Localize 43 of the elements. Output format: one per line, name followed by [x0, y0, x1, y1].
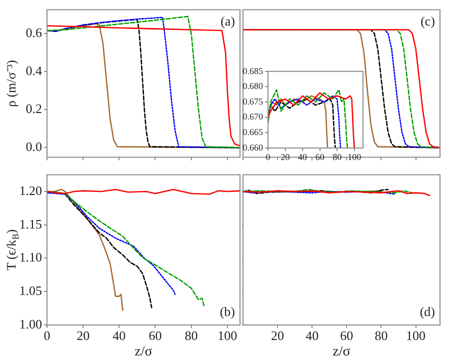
annotation: (b): [220, 304, 235, 319]
y-tick-label: 0.685: [242, 66, 264, 76]
x-tick-label: 0: [266, 152, 271, 162]
x-tick-label: 60: [148, 328, 162, 344]
x-tick-label: 80: [374, 328, 388, 344]
y-tick-label: 0.680: [242, 81, 264, 92]
line-series: [47, 192, 176, 295]
y-tick-label: 0.660: [242, 142, 264, 152]
x-tick-label: 80: [184, 328, 198, 344]
x-tick-label: 100: [218, 328, 238, 344]
y-axis-title: ρ (m/σ⁻³): [3, 60, 18, 108]
y-tick-label: 0.0: [26, 139, 42, 154]
x-tick-label: 40: [112, 328, 126, 344]
y-tick-label: 0.4: [26, 63, 42, 78]
x-tick-label: 20: [76, 328, 90, 344]
y-tick-label: 1.05: [19, 283, 42, 298]
y-axis-title: T (ϵ/kB): [3, 229, 20, 271]
y-tick-label: 0.675: [242, 96, 264, 106]
x-tick-label: 80: [332, 152, 342, 162]
y-tick-label: 0.2: [26, 101, 42, 116]
x-axis-title: z/σ: [134, 344, 153, 360]
y-tick-label: 1.15: [19, 216, 42, 232]
x-axis-title: z/σ: [332, 344, 351, 360]
x-tick-label: 20: [280, 152, 290, 162]
x-tick-label: 0: [44, 328, 50, 344]
x-tick-label: 20: [271, 328, 284, 344]
line-series: [47, 192, 152, 308]
x-tick-label: 60: [340, 328, 354, 344]
y-tick-label: 1.20: [19, 182, 42, 198]
y-tick-label: 0.6: [26, 24, 42, 40]
x-tick-label: 40: [306, 328, 319, 344]
x-tick-label: 40: [298, 152, 308, 162]
y-tick-label: 1.10: [19, 250, 42, 265]
x-tick-label: 60: [315, 152, 325, 162]
y-tick-label: 1.00: [19, 316, 42, 332]
line-series: [47, 190, 205, 306]
annotation: (d): [420, 304, 435, 319]
y-tick-label: 0.670: [242, 112, 264, 122]
x-tick-label: 100: [348, 152, 362, 162]
annotation: (a): [220, 14, 235, 29]
annotation: (c): [420, 14, 435, 29]
y-tick-label: 0.665: [242, 127, 264, 138]
x-tick-label: 100: [406, 328, 426, 344]
